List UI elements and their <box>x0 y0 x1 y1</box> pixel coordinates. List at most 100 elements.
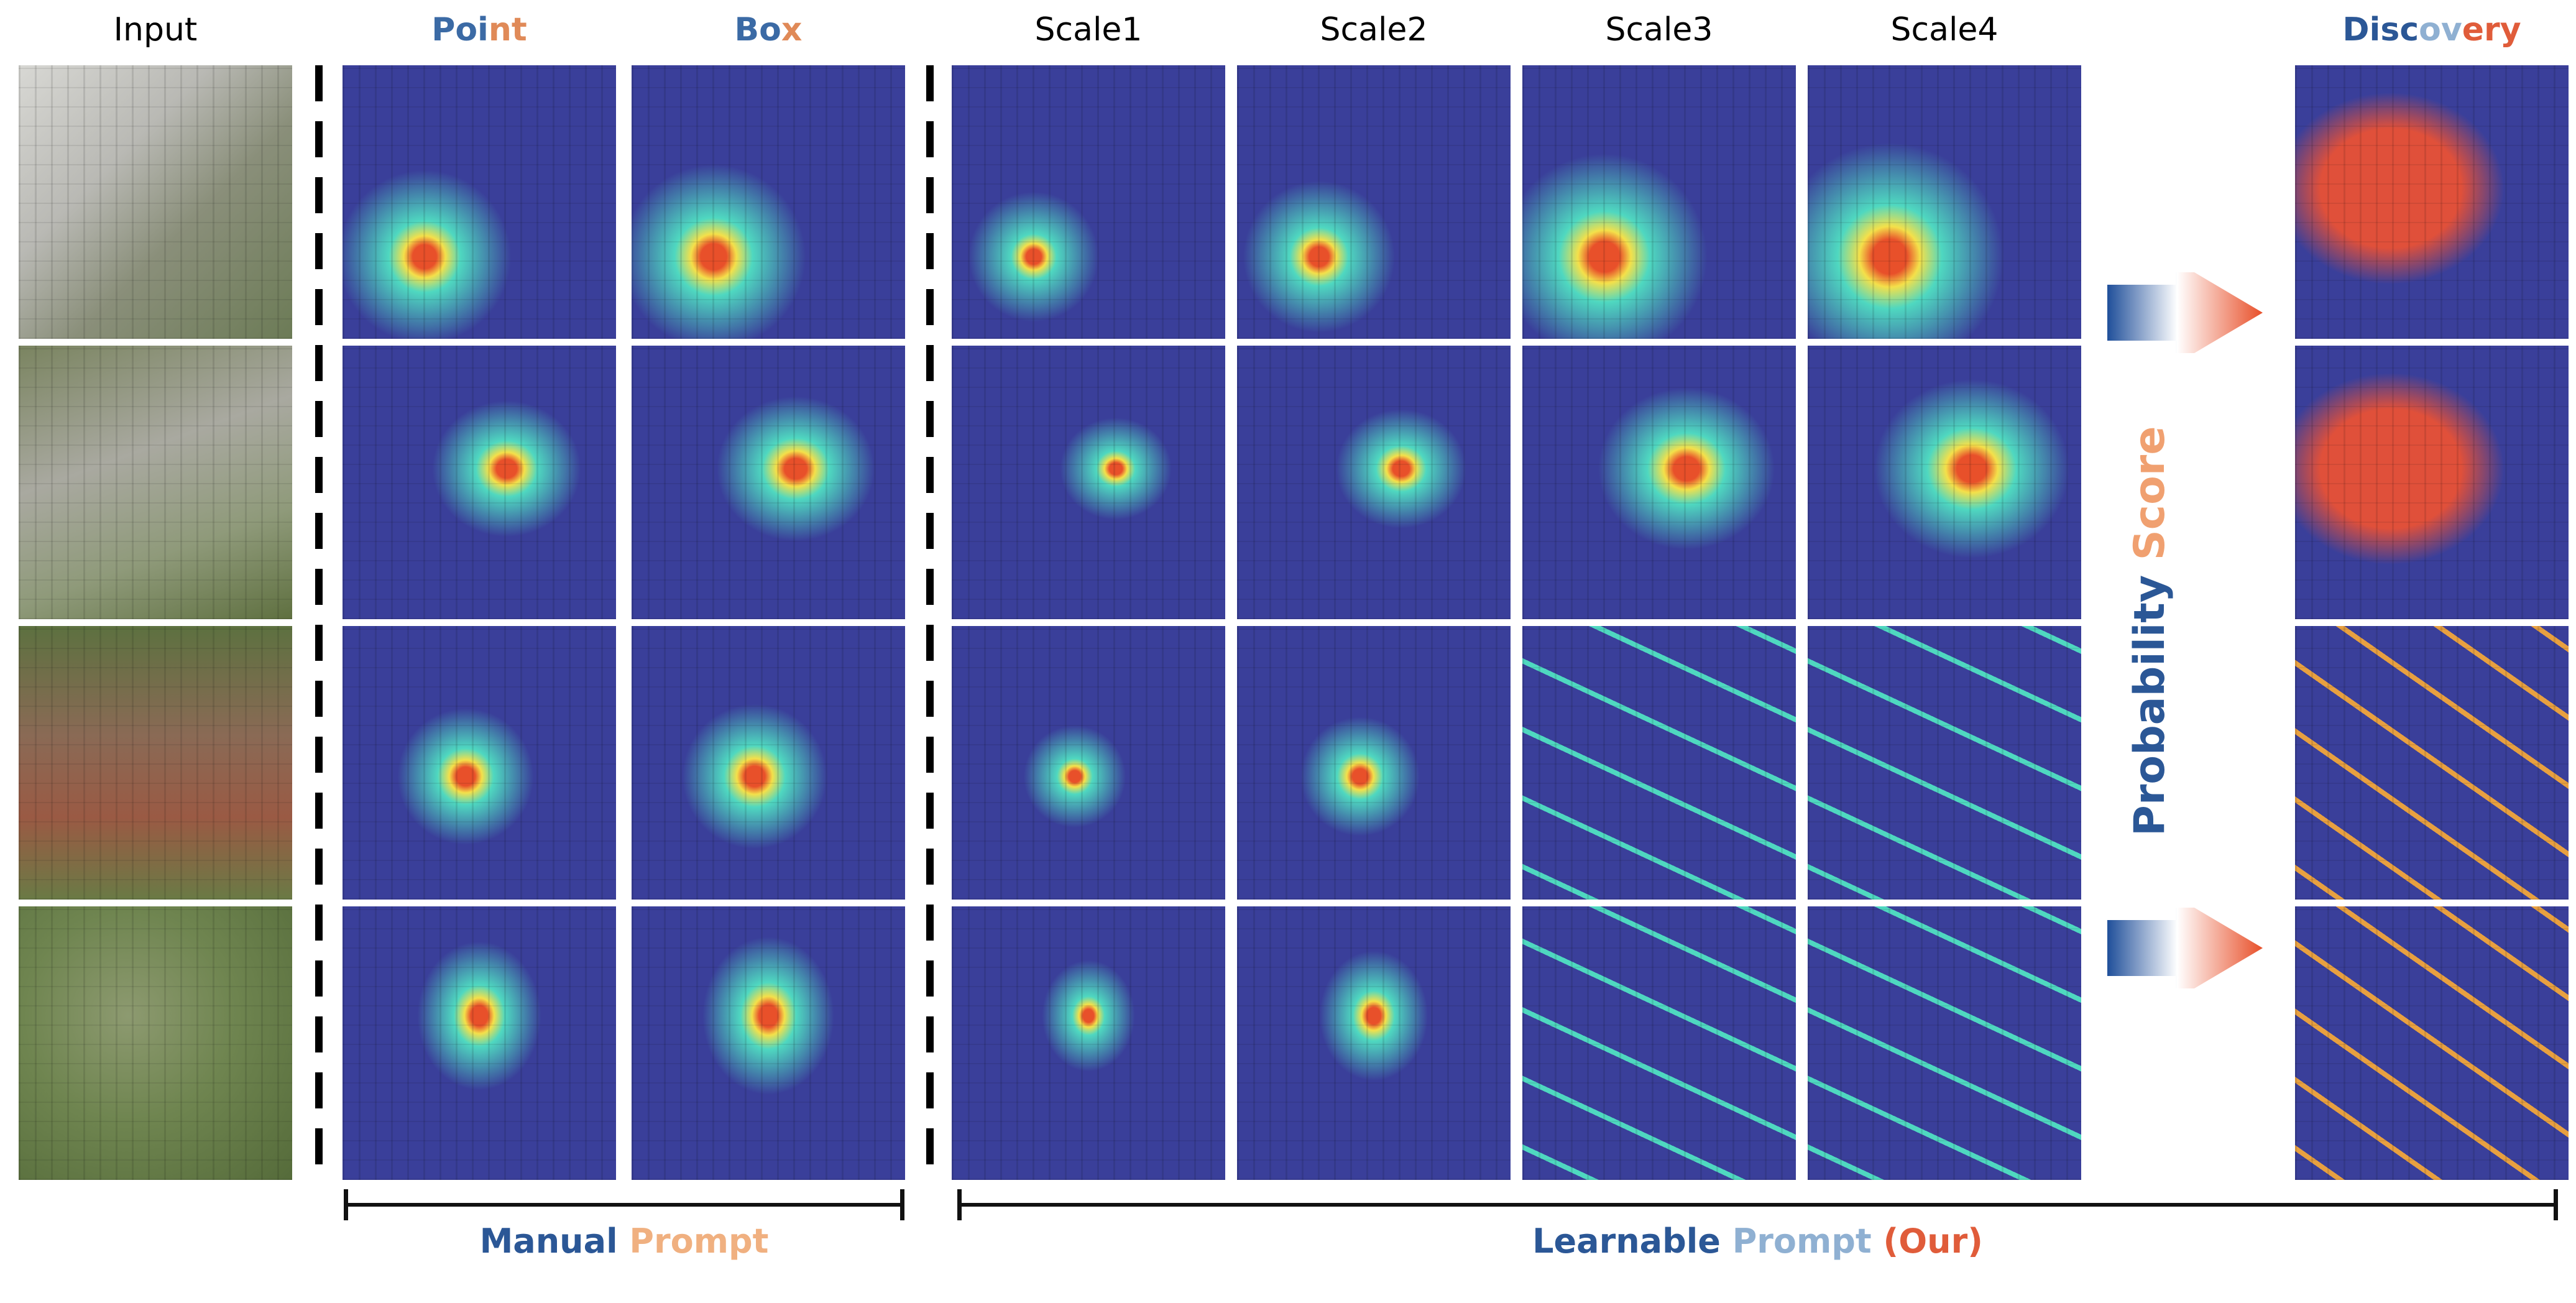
image-fill <box>343 346 616 619</box>
header-segment: Bo <box>734 11 781 48</box>
image-texture <box>19 626 292 900</box>
image-texture <box>632 65 905 339</box>
header-segment: x <box>781 11 803 48</box>
header-segment: ov <box>2419 11 2462 48</box>
image-fill <box>1522 906 1796 1180</box>
image-texture <box>2295 346 2569 619</box>
separator-dashed-left <box>315 65 323 1184</box>
image-scale3-row-2 <box>1522 346 1796 619</box>
header-scale4: Scale4 <box>1890 11 1999 48</box>
header-segment: Disc <box>2342 11 2419 48</box>
image-point-row-3 <box>343 626 616 900</box>
image-fill <box>1237 626 1511 900</box>
image-box-row-2 <box>632 346 905 619</box>
image-fill <box>19 626 292 900</box>
image-input-row-3 <box>19 626 292 900</box>
image-texture <box>343 65 616 339</box>
image-fill <box>1237 906 1511 1180</box>
header-box: Box <box>632 5 905 55</box>
image-texture <box>1522 626 1796 900</box>
image-texture <box>632 626 905 900</box>
image-texture <box>632 906 905 1180</box>
image-fill <box>19 65 292 339</box>
image-fill <box>632 346 905 619</box>
image-scale1-row-3 <box>952 626 1225 900</box>
image-texture <box>19 65 292 339</box>
image-discovery-row-1 <box>2295 65 2569 339</box>
image-box-row-1 <box>632 65 905 339</box>
image-texture <box>1237 906 1511 1180</box>
image-scale2-row-4 <box>1237 906 1511 1180</box>
header-scale1: Scale1 <box>1034 11 1143 48</box>
learnable-prompt-label: Learnable Prompt (Our) <box>1532 1222 1983 1261</box>
header-scale3: Scale3 <box>1605 11 1713 48</box>
image-texture <box>1522 65 1796 339</box>
image-texture <box>1808 65 2081 339</box>
image-texture <box>343 626 616 900</box>
image-box-row-4 <box>632 906 905 1180</box>
image-texture <box>1237 346 1511 619</box>
image-texture <box>19 346 292 619</box>
image-fill <box>2295 906 2569 1180</box>
image-box-row-3 <box>632 626 905 900</box>
image-fill <box>2295 626 2569 900</box>
image-scale3-row-3 <box>1522 626 1796 900</box>
image-input-row-2 <box>19 346 292 619</box>
image-fill <box>952 626 1225 900</box>
image-texture <box>2295 906 2569 1180</box>
header-segment: Poi <box>431 11 489 48</box>
image-texture <box>632 346 905 619</box>
image-fill <box>2295 346 2569 619</box>
image-point-row-2 <box>343 346 616 619</box>
image-fill <box>2295 65 2569 339</box>
image-input-row-4 <box>19 906 292 1180</box>
image-fill <box>343 906 616 1180</box>
image-fill <box>1522 346 1796 619</box>
image-scale2-row-3 <box>1237 626 1511 900</box>
image-texture <box>1237 626 1511 900</box>
image-fill <box>952 906 1225 1180</box>
image-scale1-row-2 <box>952 346 1225 619</box>
image-fill <box>1522 65 1796 339</box>
image-texture <box>343 346 616 619</box>
image-scale4-row-2 <box>1808 346 2081 619</box>
header-segment: nt <box>488 11 527 48</box>
image-fill <box>952 346 1225 619</box>
header-scale2: Scale2 <box>1320 11 1428 48</box>
image-texture <box>1808 626 2081 900</box>
learnable-prompt-bracket <box>957 1189 2558 1220</box>
image-texture <box>1808 346 2081 619</box>
image-fill <box>1808 65 2081 339</box>
image-fill <box>1808 906 2081 1180</box>
image-texture <box>1522 346 1796 619</box>
image-point-row-4 <box>343 906 616 1180</box>
separator-dashed-right <box>926 65 934 1184</box>
image-fill <box>1237 65 1511 339</box>
image-fill <box>632 626 905 900</box>
image-texture <box>2295 626 2569 900</box>
manual-prompt-bracket <box>344 1189 904 1220</box>
image-scale2-row-2 <box>1237 346 1511 619</box>
probability-word: Probability <box>2125 574 2174 836</box>
image-texture <box>952 906 1225 1180</box>
image-fill <box>19 906 292 1180</box>
image-scale4-row-4 <box>1808 906 2081 1180</box>
image-scale2-row-1 <box>1237 65 1511 339</box>
image-fill <box>1237 346 1511 619</box>
header-input: Input <box>113 11 198 48</box>
image-scale1-row-1 <box>952 65 1225 339</box>
image-fill <box>952 65 1225 339</box>
image-texture <box>1522 906 1796 1180</box>
image-fill <box>343 626 616 900</box>
header-discovery: Discovery <box>2295 5 2569 55</box>
image-fill <box>632 65 905 339</box>
image-fill <box>343 65 616 339</box>
image-fill <box>1522 626 1796 900</box>
image-texture <box>1808 906 2081 1180</box>
image-texture <box>19 906 292 1180</box>
image-scale4-row-1 <box>1808 65 2081 339</box>
image-input-row-1 <box>19 65 292 339</box>
image-discovery-row-2 <box>2295 346 2569 619</box>
transition-arrow-bottom <box>2107 908 2263 988</box>
image-point-row-1 <box>343 65 616 339</box>
